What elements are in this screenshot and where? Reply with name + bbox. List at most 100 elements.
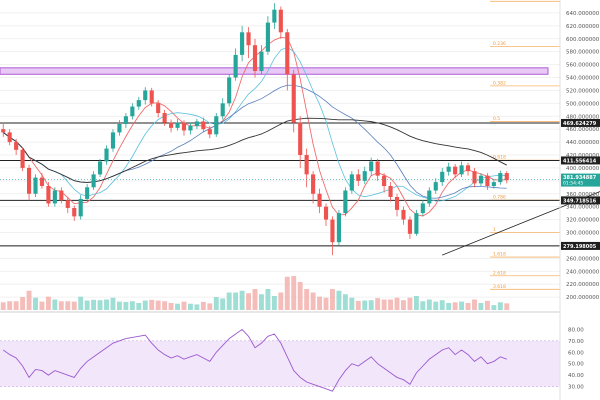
volume-bar (291, 276, 297, 310)
volume-bar (271, 296, 277, 310)
candle-body (259, 51, 264, 72)
volume-bar (446, 303, 452, 310)
fib-label: 1 (493, 227, 496, 233)
volume-bar (491, 305, 497, 310)
candle-body (214, 116, 219, 135)
volume-bar (394, 297, 400, 310)
candle-body (343, 190, 348, 214)
price-tick-label: 580.000000 (566, 50, 600, 56)
candle-body (446, 166, 451, 172)
volume-bar (342, 294, 348, 310)
candle-body (291, 74, 296, 123)
volume-bar (310, 292, 316, 310)
level-label-text: 349.718516 (563, 198, 597, 204)
level-label-box (561, 241, 600, 250)
volume-bar (413, 296, 419, 310)
volume-bar (368, 300, 374, 310)
volume-bar (284, 276, 290, 310)
volume-bar (175, 303, 180, 310)
volume-bar (181, 301, 187, 310)
volume-bar (220, 298, 226, 310)
volume-bar (136, 303, 142, 310)
volume-bar (78, 296, 84, 310)
candle-body (388, 186, 393, 197)
candle-body (26, 167, 32, 194)
candle-body (369, 161, 374, 172)
volume-bar (0, 302, 6, 310)
price-tick-label: 320.000000 (566, 218, 600, 224)
volume-bar (26, 290, 32, 310)
volume-bar (426, 299, 432, 310)
candle-body (394, 196, 400, 210)
volume-bars (0, 276, 510, 310)
volume-bar (497, 302, 503, 310)
fib-label: 0.786 (493, 195, 506, 201)
candle-body (91, 174, 96, 188)
candle-body (265, 22, 270, 52)
volume-bar (71, 301, 77, 310)
price-tick-label: 420.000000 (566, 153, 600, 159)
candle-body (401, 209, 406, 220)
volume-bar (407, 297, 413, 310)
price-grid (0, 12, 560, 298)
fib-label: 0.0 (493, 0, 500, 2)
volume-bar (187, 303, 193, 310)
candle-body (175, 122, 180, 128)
volume-bar (207, 303, 213, 310)
candle-body (156, 103, 161, 114)
price-tick-label: 240.000000 (566, 269, 600, 275)
price-tick-label: 540.000000 (566, 76, 600, 82)
candle-body (375, 161, 380, 176)
candle-body (485, 175, 490, 186)
candle-body (382, 175, 387, 186)
candle-body (97, 161, 103, 175)
candle-body (472, 171, 477, 184)
volume-bar (200, 301, 206, 310)
volume-bar (13, 301, 19, 310)
candle-body (104, 148, 109, 162)
price-tick-label: 520.000000 (566, 88, 600, 94)
price-tick-label: 220.000000 (566, 282, 600, 288)
price-tick-label: 600.000000 (566, 37, 600, 43)
volume-bar (7, 301, 13, 310)
volume-bar (52, 299, 58, 310)
volume-bar (388, 299, 394, 310)
volume-bar (45, 296, 51, 310)
candle-body (272, 9, 277, 23)
volume-bar (355, 300, 361, 310)
volume-bar (123, 301, 129, 310)
volume-bar (439, 300, 445, 310)
price-tick-label: 640.000000 (566, 11, 600, 17)
candle-body (240, 32, 245, 55)
axis-level-labels: 469.624279 411.556414 349.718516 279.198005… (0, 118, 600, 250)
level-label-text: 411.556414 (563, 158, 597, 164)
candle-body (433, 182, 438, 191)
price-tick-label: 300.000000 (566, 231, 600, 237)
level-label-box (561, 156, 600, 165)
candle-body (194, 121, 199, 126)
ascending-trendline (442, 191, 600, 256)
candle-body (33, 177, 38, 194)
volume-bar (259, 294, 264, 310)
volume-bar (104, 299, 109, 310)
volume-bar (129, 301, 135, 310)
volume-bar (233, 292, 239, 310)
price-tick-label: 620.000000 (566, 24, 600, 30)
volume-bar (155, 300, 161, 310)
volume-bar (91, 299, 97, 310)
candle-body (336, 213, 341, 243)
volume-bar (226, 292, 232, 310)
candle-body (85, 187, 90, 199)
volume-bar (433, 301, 439, 310)
candle-body (440, 171, 445, 183)
volume-bar (465, 303, 471, 310)
candle-body (278, 9, 283, 33)
candle-body (7, 132, 12, 143)
volume-bar (472, 299, 477, 310)
candle-body (117, 124, 122, 133)
rsi-band (0, 340, 560, 387)
candle-body (414, 213, 419, 234)
price-tick-label: 460.000000 (566, 127, 600, 133)
